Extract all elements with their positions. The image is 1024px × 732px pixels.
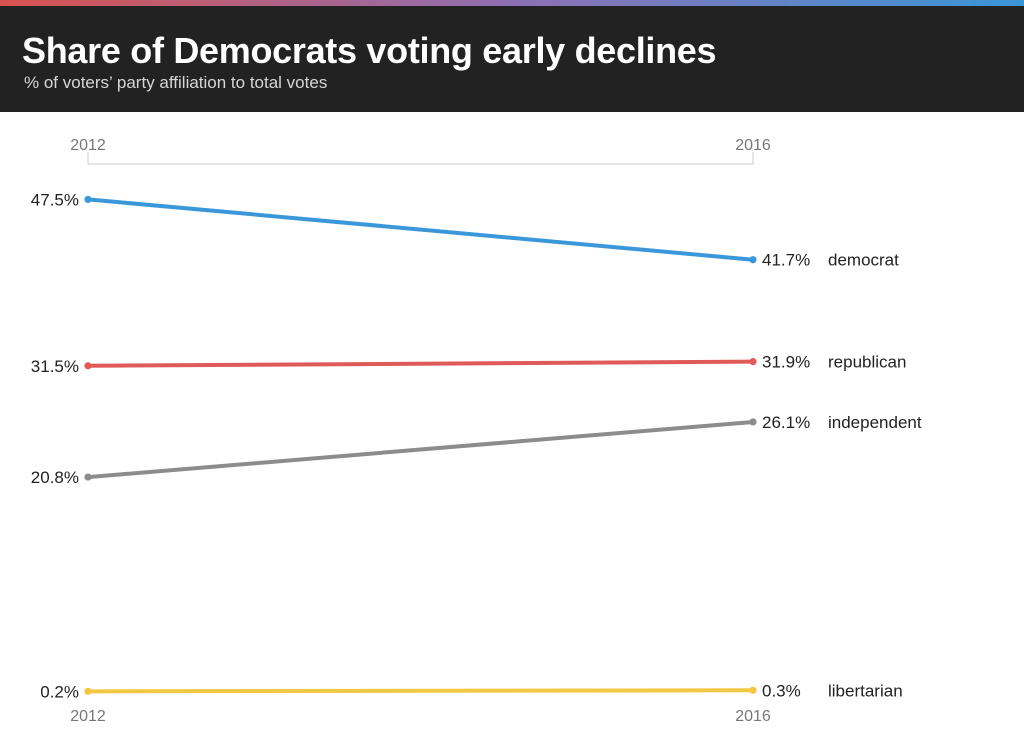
series-line-democrat	[86, 197, 755, 262]
point-libertarian-2016	[749, 686, 757, 694]
series-line-libertarian	[86, 688, 755, 694]
point-democrat-2012	[84, 195, 92, 203]
accent-stripe	[0, 0, 1024, 6]
value-label-independent-2012: 20.8%	[31, 468, 79, 487]
value-label-republican-2016: 31.9%	[762, 353, 810, 372]
chart-subtitle: % of voters’ party affiliation to total …	[24, 73, 328, 92]
slope-chart: 2012 2016 2012 2016 47.5% 41.7% democrat 31.5% 3…	[31, 137, 922, 725]
value-label-democrat-2016: 41.7%	[762, 251, 810, 270]
point-republican-2016	[749, 358, 757, 366]
top-axis-bracket	[87, 152, 754, 165]
chart-header: Share of Democrats voting early declines…	[0, 6, 1024, 112]
value-label-republican-2012: 31.5%	[31, 357, 79, 376]
chart-title: Share of Democrats voting early declines	[22, 30, 717, 71]
point-democrat-2016	[749, 256, 757, 264]
value-label-independent-2016: 26.1%	[762, 413, 810, 432]
series-label-republican: republican	[828, 353, 906, 372]
series-line-independent	[86, 419, 755, 480]
value-label-libertarian-2016: 0.3%	[762, 681, 801, 700]
point-independent-2012	[84, 473, 92, 481]
value-label-democrat-2012: 47.5%	[31, 190, 79, 209]
point-independent-2016	[749, 418, 757, 426]
series-line-republican	[86, 359, 755, 368]
series-label-democrat: democrat	[828, 251, 899, 270]
point-republican-2012	[84, 362, 92, 370]
x-tick-top-2012: 2012	[70, 137, 106, 154]
x-tick-bottom-2016: 2016	[735, 708, 771, 725]
series-label-libertarian: libertarian	[828, 681, 903, 700]
point-libertarian-2012	[84, 687, 92, 695]
value-label-libertarian-2012: 0.2%	[40, 682, 79, 701]
series-label-independent: independent	[828, 413, 922, 432]
x-tick-bottom-2012: 2012	[70, 708, 106, 725]
x-tick-top-2016: 2016	[735, 137, 771, 154]
